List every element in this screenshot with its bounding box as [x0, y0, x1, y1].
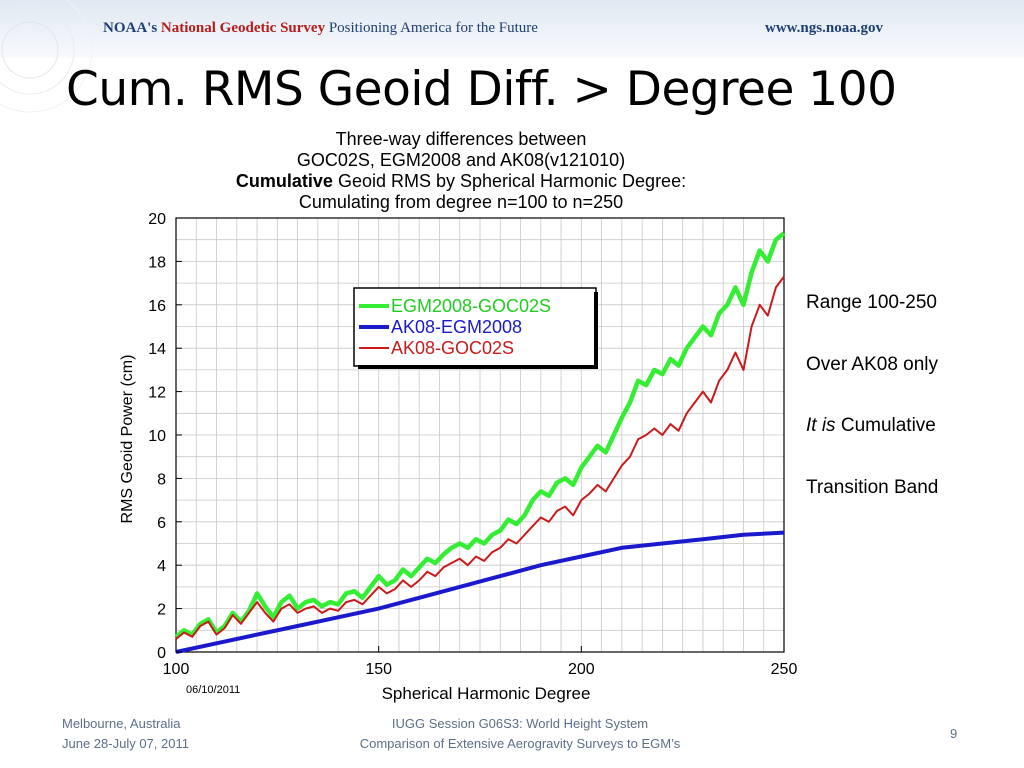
chart-title-rest: Geoid RMS by Spherical Harmonic Degree:	[333, 171, 686, 191]
series-line-egm2008-goc02s	[174, 231, 786, 639]
date-stamp: 06/10/2011	[186, 684, 240, 696]
note-over-ak08: Over AK08 only	[806, 353, 939, 375]
page-number: 9	[950, 726, 958, 741]
chart-series	[174, 231, 786, 654]
chart-title-line-4: Cumulating from degree n=100 to n=250	[299, 192, 623, 212]
y-tick-label: 0	[157, 645, 166, 662]
footer-session: IUGG Session G06S3: World Height System …	[290, 714, 750, 754]
chart-legend: EGM2008-GOC02S AK08-EGM2008 AK08-GOC02S	[353, 287, 598, 369]
legend-label-egm2008-goc02s: EGM2008-GOC02S	[391, 296, 551, 316]
y-tick-label: 4	[157, 558, 166, 575]
chart-panel: 100 150 200 250 0 2 4 6 8 10 12 14 16 18 20 Three-way …	[119, 126, 803, 706]
y-tick-label: 16	[148, 298, 166, 315]
footer-session-name: IUGG Session G06S3: World Height System	[391, 716, 649, 731]
chart-svg: 100 150 200 250 0 2 4 6 8 10 12 14 16 18 20 Three-way …	[119, 129, 797, 703]
note-cumulative-italic: It is	[806, 415, 836, 436]
footer-dates: June 28-July 07, 2011	[62, 736, 189, 751]
y-tick-label: 2	[157, 602, 166, 619]
slide-title: Cum. RMS Geoid Diff. > Degree 100	[66, 62, 897, 117]
note-cumulative-rest: Cumulative	[835, 415, 936, 436]
y-tick-label: 6	[157, 515, 166, 532]
footer-talk-title: Comparison of Extensive Aerogravity Surv…	[359, 736, 681, 751]
y-axis-label: RMS Geoid Power (cm)	[119, 355, 136, 524]
y-tick-label: 8	[157, 471, 166, 488]
x-tick-label: 200	[568, 661, 595, 678]
banner-tagline: Positioning America for the Future	[328, 20, 538, 36]
banner-agency: NOAA's	[103, 20, 158, 36]
top-banner: NOAA's National Geodetic Survey Position…	[0, 0, 1024, 58]
chart-title-line-2: GOC02S, EGM2008 and AK08(v121010)	[297, 150, 625, 170]
chart-grid	[175, 217, 785, 653]
x-tick-label: 100	[163, 661, 190, 678]
banner-url: www.ngs.noaa.gov	[765, 20, 883, 36]
legend-label-ak08-goc02s: AK08-GOC02S	[391, 338, 514, 358]
legend-label-ak08-egm2008: AK08-EGM2008	[391, 317, 522, 337]
side-notes: Range 100-250 Over AK08 only It is Cumul…	[806, 292, 1016, 538]
y-tick-label: 12	[148, 385, 166, 402]
x-axis-label: Spherical Harmonic Degree	[382, 684, 591, 703]
note-cumulative: It is Cumulative	[806, 415, 1016, 477]
footer-city: Melbourne, Australia	[62, 716, 181, 731]
y-tick-label: 14	[148, 341, 166, 358]
decorative-arcs	[0, 0, 93, 113]
note-range: Range 100-250	[806, 292, 937, 313]
chart-title-line-1: Three-way differences between	[336, 129, 587, 149]
y-tick-label: 18	[148, 254, 166, 271]
chart-ticks: 100 150 200 250 0 2 4 6 8 10 12 14 16 18 20	[148, 211, 797, 678]
x-tick-label: 250	[771, 661, 798, 678]
banner-survey-name: National Geodetic Survey	[160, 20, 326, 36]
series-line-ak08-goc02s	[175, 276, 785, 640]
series-line-ak08-egm2008	[175, 530, 785, 654]
note-transition-band: Transition Band	[806, 476, 939, 498]
x-tick-label: 150	[365, 661, 392, 678]
y-tick-label: 10	[148, 428, 166, 445]
chart-title-line-3: Cumulative Geoid RMS by Spherical Harmon…	[236, 171, 686, 191]
banner-agency-line: NOAA's National Geodetic Survey Position…	[103, 20, 538, 37]
y-tick-label: 20	[148, 211, 166, 228]
footer-location: Melbourne, Australia June 28-July 07, 20…	[62, 714, 189, 754]
chart-title-bold: Cumulative	[236, 171, 333, 191]
